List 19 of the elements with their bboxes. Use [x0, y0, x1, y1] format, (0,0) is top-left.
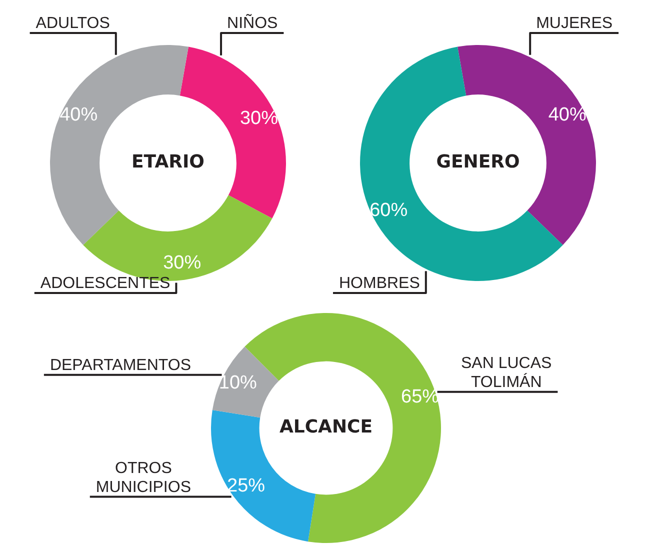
data-label: 40% [60, 104, 98, 126]
data-label: 10% [218, 372, 258, 394]
data-label: 30% [240, 108, 278, 129]
text: ALCANCE [279, 416, 373, 438]
data-label: 60% [370, 200, 408, 221]
data-label: 65% [400, 386, 440, 408]
data-label: 40% [548, 104, 586, 126]
data-label: 30% [163, 252, 202, 274]
text: ETARIO [132, 152, 204, 173]
slice-label: SAN LUCAS TOLIMÁN [460, 354, 552, 391]
slice-label: NIÑOS [227, 13, 278, 32]
slice-label: MUJERES [536, 15, 613, 32]
slice-label: OTROS MUNICIPIOS [96, 460, 192, 496]
text: GENERO [436, 152, 520, 173]
slice-label: ADOLESCENTES [40, 275, 170, 292]
slice-label: ADULTOS [36, 15, 110, 32]
slice-label: HOMBRES [339, 275, 420, 292]
slice-label: DEPARTAMENTOS [50, 356, 191, 374]
data-label: 25% [227, 475, 266, 496]
